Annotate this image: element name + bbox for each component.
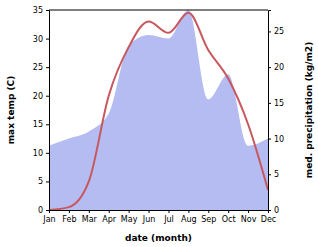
tick-label: 25 [33, 63, 43, 72]
tick: 10 [268, 135, 284, 144]
tick: May [121, 210, 138, 224]
y2-axis: 0 5 10 15 20 25 [268, 11, 284, 216]
tick: Apr [102, 210, 117, 224]
precipitation-area [49, 10, 268, 210]
tick-mark [46, 181, 49, 182]
tick-mark [228, 210, 229, 213]
tick-mark [46, 67, 49, 68]
plot-area [49, 10, 268, 210]
tick-label: 10 [274, 135, 284, 144]
tick-label: 20 [274, 63, 284, 72]
x-axis-title: date (month) [125, 233, 192, 243]
tick: 0 [268, 206, 279, 215]
axis-line [269, 11, 272, 211]
tick-mark [46, 153, 49, 154]
tick-label: 15 [274, 99, 284, 108]
tick-label: Mar [82, 215, 98, 224]
tick: Jun [142, 210, 156, 224]
tick-mark [268, 67, 271, 68]
tick-mark [268, 174, 271, 175]
tick-label: 10 [33, 149, 43, 158]
tick-label: Jun [142, 215, 156, 224]
tick: 25 [268, 27, 284, 36]
tick: Feb [62, 210, 76, 224]
tick: 20 [33, 92, 49, 101]
tick-label: Sep [201, 215, 216, 224]
tick: Jul [163, 210, 174, 224]
temperature-line [49, 13, 268, 210]
chart: JanFebMarAprMayJunJulAugSepOctNovDec0510… [0, 0, 318, 247]
tick-mark [268, 210, 271, 211]
tick-mark [46, 10, 49, 11]
tick-label: 0 [274, 206, 279, 215]
tick-mark [268, 139, 271, 140]
tick-label: 35 [33, 6, 43, 15]
tick-label: 30 [33, 35, 43, 44]
tick-label: 5 [274, 170, 279, 179]
tick-mark [268, 31, 271, 32]
tick: Jan [42, 210, 55, 224]
tick-label: Apr [102, 215, 117, 224]
tick-label: 15 [33, 120, 43, 129]
tick: 10 [33, 149, 49, 158]
tick-mark [248, 210, 249, 213]
tick-label: 20 [33, 92, 43, 101]
tick: Aug [181, 210, 197, 224]
tick: 15 [33, 120, 49, 129]
tick: 35 [33, 6, 49, 15]
tick-label: 0 [38, 206, 43, 215]
tick-label: Dec [261, 215, 276, 224]
tick-label: Jul [163, 215, 174, 224]
tick-mark [129, 210, 130, 213]
tick-label: 5 [38, 177, 43, 186]
frame-top [49, 10, 268, 11]
tick-mark [168, 210, 169, 213]
tick-mark [109, 210, 110, 213]
tick: Mar [82, 210, 98, 224]
tick-mark [208, 210, 209, 213]
tick-label: 25 [274, 27, 284, 36]
y2-axis-title: med. precipitation (kg/m2) [304, 42, 314, 178]
tick: 30 [33, 35, 49, 44]
tick-mark [46, 39, 49, 40]
tick: 5 [38, 177, 49, 186]
tick-mark [46, 96, 49, 97]
tick: Sep [201, 210, 216, 224]
tick-mark [149, 210, 150, 213]
tick-mark [69, 210, 70, 213]
x-axis: Jan Feb Mar Apr May Jun Jul Aug Sep Oct Nov Dec [42, 210, 276, 224]
tick-label: Feb [62, 215, 76, 224]
axis-line [46, 11, 50, 211]
tick: 25 [33, 63, 49, 72]
y-axis: 0 5 10 15 20 25 30 35 [33, 6, 50, 215]
y-axis-title: max temp (C) [6, 76, 16, 145]
tick-label: May [121, 215, 138, 224]
tick-label: Aug [181, 215, 197, 224]
tick: 5 [268, 170, 279, 179]
axis-line [50, 211, 269, 214]
tick-mark [46, 124, 49, 125]
tick: 15 [268, 99, 284, 108]
tick-mark [46, 210, 49, 211]
tick: Nov [241, 210, 257, 224]
tick: 0 [38, 206, 49, 215]
tick: Oct [222, 210, 236, 224]
tick-label: Jan [42, 215, 55, 224]
tick-label: Nov [241, 215, 257, 224]
tick: 20 [268, 63, 284, 72]
tick-mark [89, 210, 90, 213]
tick-label: Oct [222, 215, 236, 224]
tick-mark [268, 103, 271, 104]
tick-mark [188, 210, 189, 213]
